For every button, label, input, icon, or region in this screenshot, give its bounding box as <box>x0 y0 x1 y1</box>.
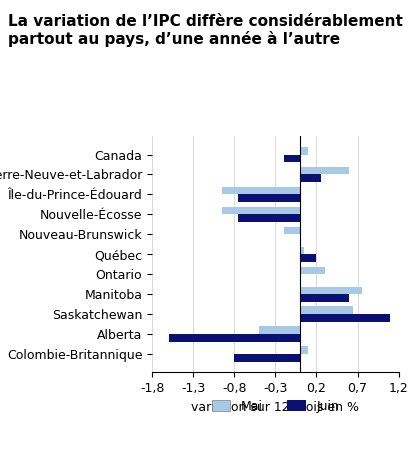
Bar <box>300 167 349 174</box>
Bar <box>300 294 349 302</box>
Bar <box>300 286 362 294</box>
Bar <box>284 227 300 234</box>
Bar <box>300 314 390 321</box>
Bar <box>300 346 308 354</box>
Bar <box>300 247 304 254</box>
Bar <box>300 266 325 274</box>
Bar <box>222 187 300 194</box>
Bar <box>238 194 300 202</box>
Bar <box>300 147 308 154</box>
Bar <box>300 174 321 182</box>
Bar <box>259 326 300 334</box>
Bar <box>300 306 353 314</box>
Bar <box>284 154 300 162</box>
Bar <box>238 214 300 222</box>
X-axis label: variation sur 12 mois en %: variation sur 12 mois en % <box>192 400 359 414</box>
Bar <box>169 334 300 341</box>
Text: La variation de l’IPC diffère considérablement
partout au pays, d’une année à l’: La variation de l’IPC diffère considérab… <box>8 14 403 47</box>
Bar <box>234 354 300 361</box>
Bar <box>300 254 316 262</box>
Bar <box>222 207 300 214</box>
Legend: Mai, Juin: Mai, Juin <box>207 395 344 418</box>
